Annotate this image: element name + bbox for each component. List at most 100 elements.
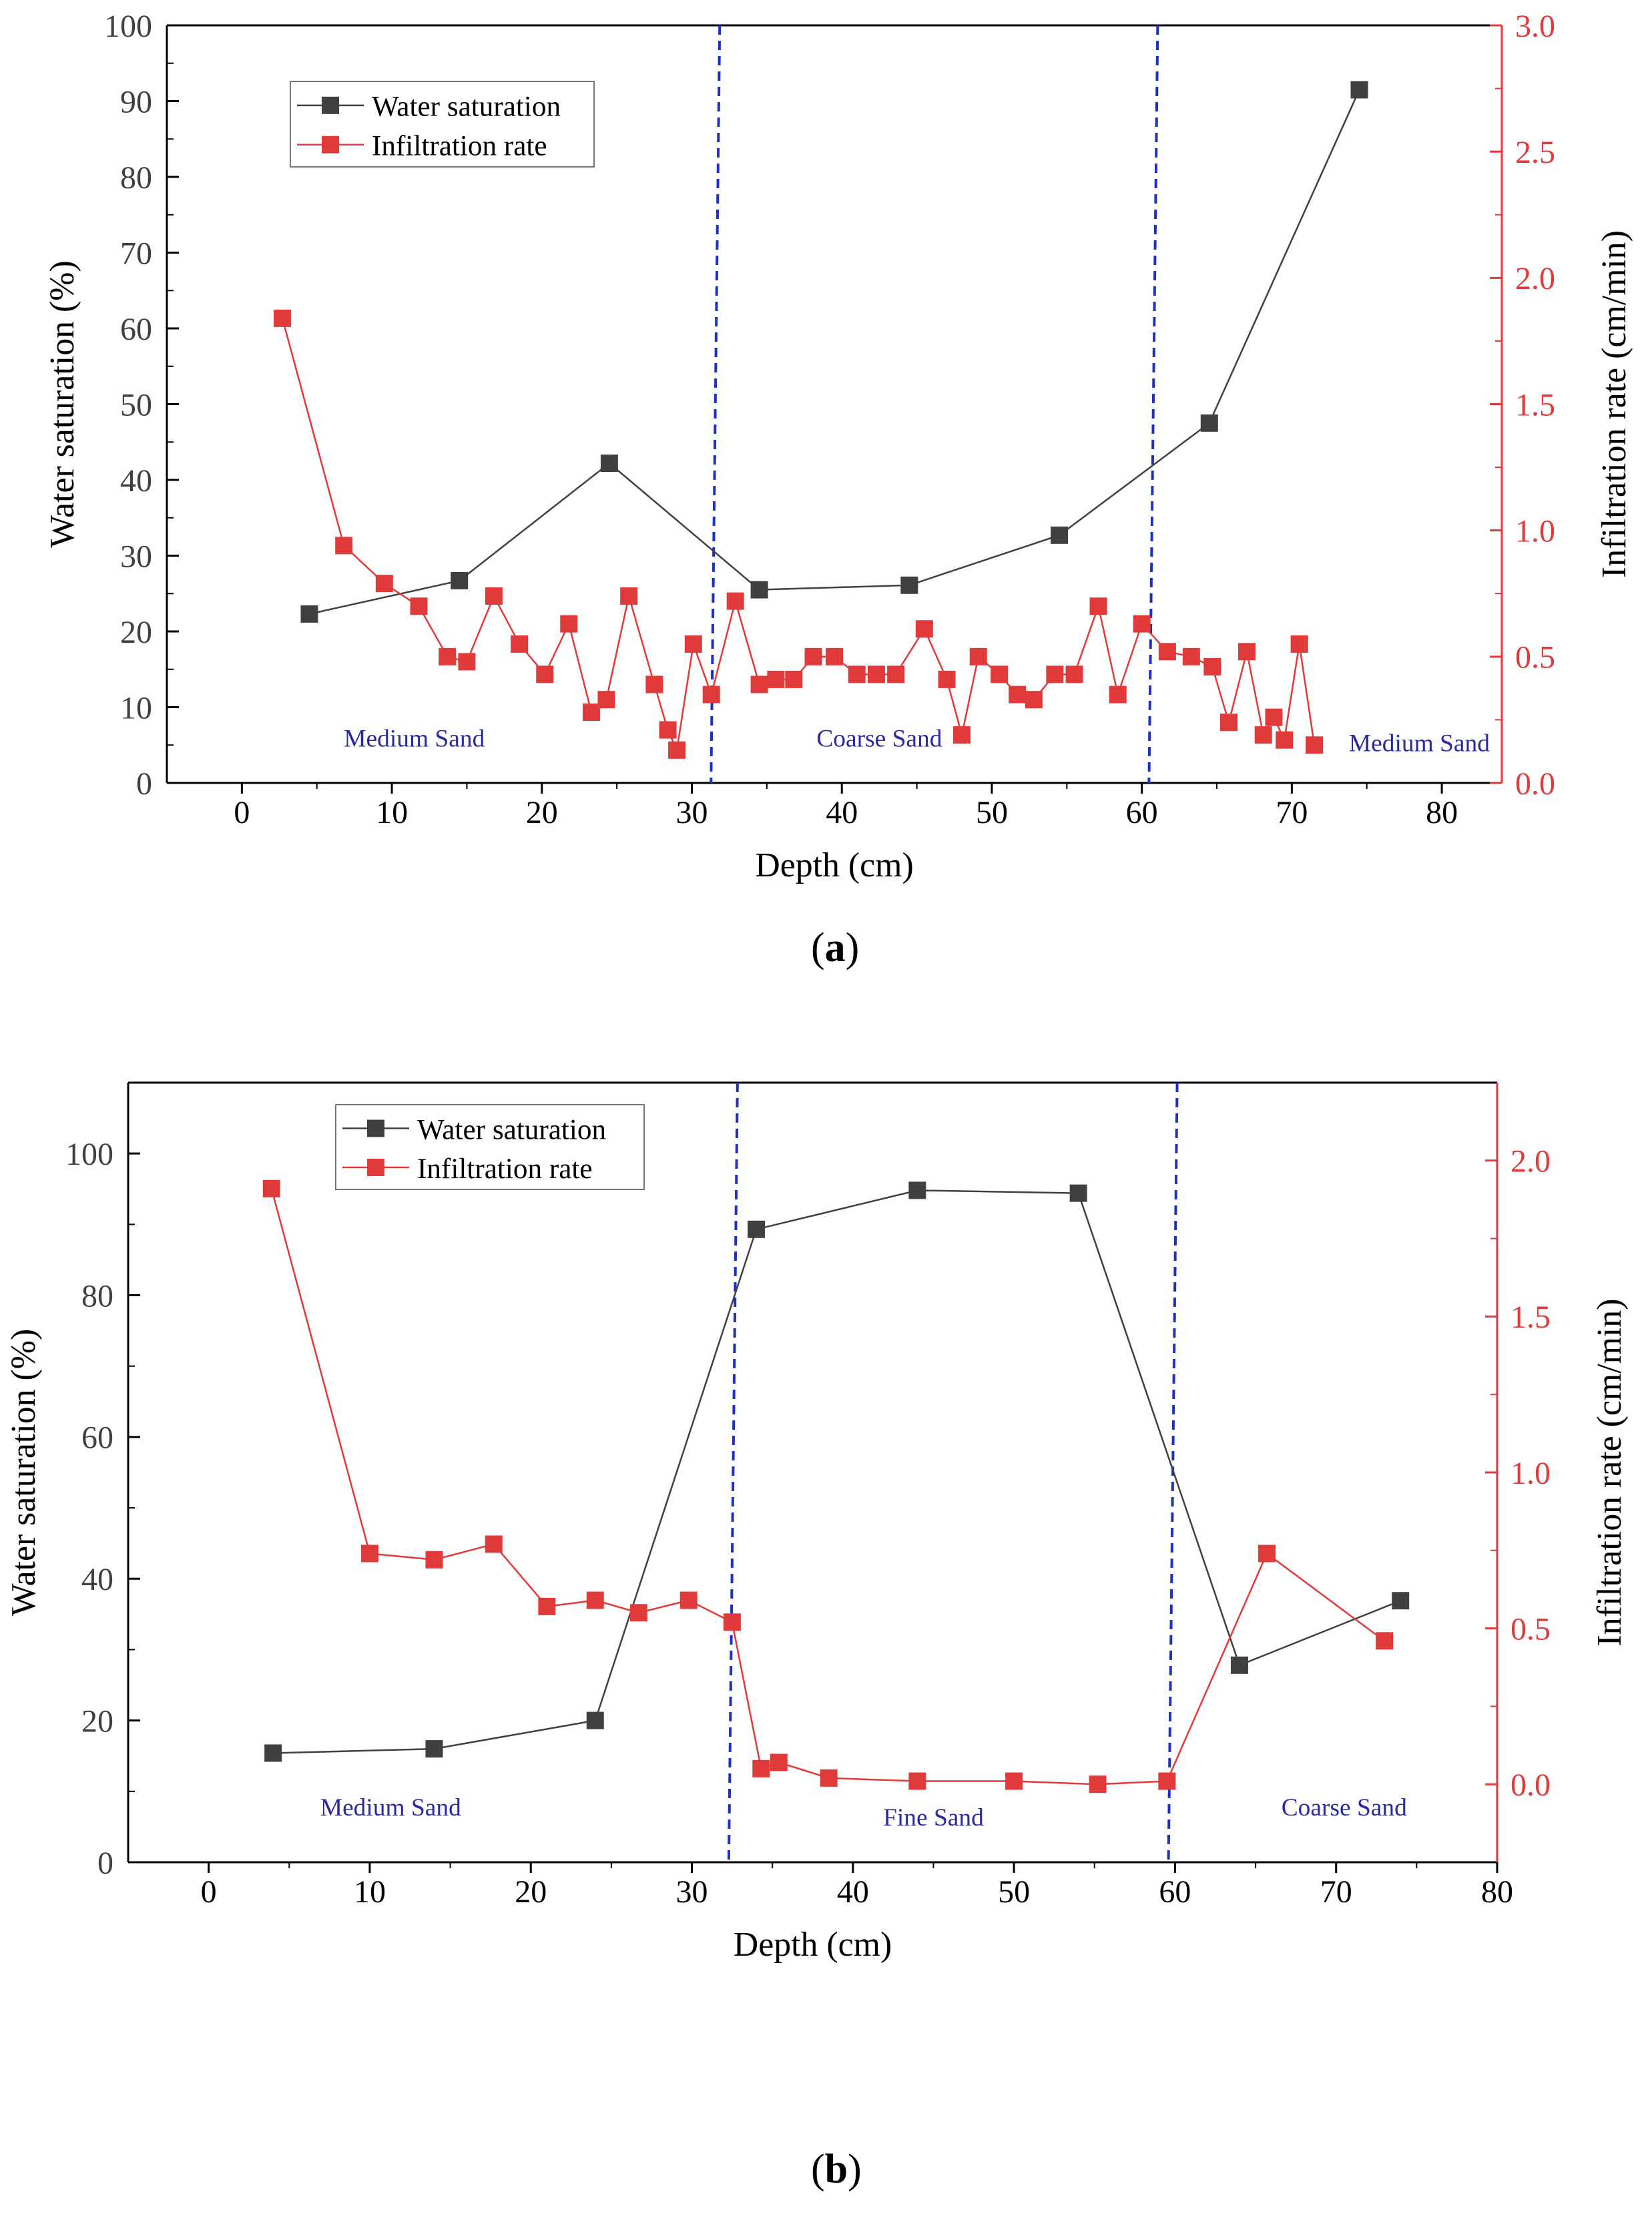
a-x-tick-label: 10	[376, 795, 408, 830]
a-x-tick-label: 60	[1126, 795, 1158, 830]
a-infiltration-rate-point	[785, 670, 803, 688]
a-infiltration-rate-point	[848, 665, 866, 683]
a-legend-infiltration-rate-marker	[322, 135, 339, 154]
b-infiltration-rate-point	[1089, 1775, 1107, 1793]
a-infiltration-rate-point	[1109, 685, 1127, 704]
a-infiltration-rate-point	[915, 620, 933, 638]
b-infiltration-rate-point	[820, 1769, 838, 1787]
a-infiltration-rate-point	[1046, 665, 1064, 683]
a-infiltration-rate-point	[597, 691, 615, 709]
chart-b: 0 10 20 30 40 50 60 70 80 0 20 40 60 80 100 0.0 0.5 1.0 1.…	[5, 1081, 1629, 1964]
panel-label-b-letter: b	[824, 2147, 848, 2192]
a-y-tick-label: 40	[120, 463, 152, 499]
b-water-saturation-point	[586, 1711, 604, 1729]
b-water-saturation-point	[908, 1181, 926, 1199]
a-infiltration-rate-point	[560, 615, 578, 633]
a-water-saturation-point	[1051, 526, 1069, 544]
a-x-tick-label: 20	[526, 795, 558, 830]
a-infiltration-rate-point	[620, 587, 638, 605]
a-infiltration-rate-point	[826, 647, 843, 665]
b-y2-tick-label: 0.5	[1510, 1611, 1551, 1647]
a-water-saturation-point	[300, 605, 318, 623]
a-water-saturation-point	[451, 571, 469, 589]
panel-label-a: (a)	[811, 925, 860, 971]
b-infiltration-rate-point	[586, 1591, 604, 1609]
a-infiltration-rate-point	[1254, 726, 1272, 744]
a-infiltration-rate-point	[375, 575, 393, 593]
a-infiltration-rate-point	[485, 587, 503, 605]
a-infiltration-rate-point	[511, 635, 529, 653]
b-y2-tick-label: 0.0	[1510, 1767, 1551, 1803]
a-infiltration-rate-point	[1265, 708, 1283, 726]
b-x-axis-title: Depth (cm)	[734, 1926, 892, 1964]
a-y2-tick-label: 1.0	[1515, 513, 1555, 549]
b-x-tick-label: 0	[201, 1874, 217, 1910]
b-water-saturation-point	[1069, 1184, 1087, 1202]
b-zone-label: Fine Sand	[883, 1804, 984, 1832]
a-y-tick-label: 20	[120, 615, 152, 650]
a-y2-tick-label: 2.5	[1515, 135, 1555, 170]
b-infiltration-rate-point	[629, 1604, 647, 1622]
a-x-tick-label: 80	[1426, 795, 1458, 830]
a-water-saturation-line	[309, 89, 1360, 615]
b-infiltration-rate-point	[752, 1759, 770, 1777]
b-infiltration-rate-point	[425, 1551, 443, 1569]
b-x-tick-label: 70	[1320, 1874, 1352, 1910]
a-legend-water-saturation-marker	[322, 96, 339, 114]
b-y2-tick-label: 2.0	[1510, 1144, 1551, 1179]
b-y-axis-title: Water saturation (%)	[5, 1329, 43, 1616]
a-infiltration-rate-point	[274, 309, 292, 327]
b-infiltration-rate-point	[1376, 1632, 1394, 1650]
b-x-tick-label: 40	[837, 1874, 869, 1910]
a-y-tick-label: 70	[120, 236, 152, 271]
a-y2-tick-label: 3.0	[1515, 9, 1555, 44]
b-layer-boundary	[727, 1082, 739, 1863]
a-x-axis-title: Depth (cm)	[755, 846, 913, 884]
b-infiltration-rate-line	[270, 1188, 1385, 1785]
b-infiltration-rate-point	[908, 1772, 926, 1790]
a-y-tick-label: 100	[104, 9, 152, 44]
b-zone-label: Coarse Sand	[1282, 1794, 1407, 1822]
b-x-tick-label: 60	[1159, 1874, 1191, 1910]
a-infiltration-rate-point	[887, 665, 905, 683]
b-y-tick-label: 60	[81, 1420, 113, 1456]
b-legend-box	[335, 1104, 645, 1190]
a-y-tick-label: 80	[120, 160, 152, 196]
a-water-saturation-point	[1350, 81, 1368, 99]
a-infiltration-rate-point	[1182, 647, 1200, 665]
a-layer-boundary	[1147, 25, 1159, 784]
b-legend-water-saturation-label: Water saturation	[417, 1114, 606, 1145]
a-x-tick-label: 0	[234, 795, 250, 830]
a-infiltration-rate-point	[439, 647, 457, 665]
a-x-tick-label: 70	[1276, 795, 1308, 830]
a-infiltration-rate-point	[536, 665, 554, 683]
a-legend-box	[290, 81, 595, 168]
b-y2-axis-title: Infiltration rate (cm/min)	[1591, 1299, 1629, 1647]
b-y-tick-label: 80	[81, 1278, 113, 1314]
b-infiltration-rate-point	[770, 1753, 788, 1771]
a-infiltration-rate-point	[645, 675, 663, 694]
a-y2-tick-label: 0.0	[1515, 766, 1555, 802]
chart-a: 0 10 20 30 40 50 60 70 80 0 10 20 30 40 50 60 70 80 90 100 0…	[43, 9, 1633, 884]
b-infiltration-rate-point	[679, 1591, 698, 1609]
a-infiltration-rate-point	[668, 741, 686, 759]
b-infiltration-rate-point	[262, 1179, 280, 1197]
b-x-tick-label: 30	[676, 1874, 708, 1910]
b-water-saturation-point	[748, 1220, 766, 1238]
b-infiltration-rate-point	[360, 1545, 378, 1563]
a-zone-label: Medium Sand	[1349, 730, 1490, 757]
b-legend-water-saturation-marker	[367, 1119, 384, 1137]
a-infiltration-rate-point	[684, 635, 702, 653]
a-water-saturation-point	[600, 455, 618, 473]
a-infiltration-rate-point	[1237, 643, 1256, 661]
a-infiltration-rate-point	[1276, 731, 1294, 749]
a-infiltration-rate-point	[867, 665, 885, 683]
a-infiltration-rate-point	[1025, 691, 1043, 709]
b-water-saturation-point	[264, 1744, 282, 1762]
b-infiltration-rate-point	[1158, 1772, 1176, 1790]
a-water-saturation-point	[900, 576, 918, 594]
panel-label-a-letter: a	[824, 925, 846, 971]
a-x-tick-label: 30	[676, 795, 708, 830]
b-x-tick-label: 80	[1481, 1874, 1513, 1910]
a-y2-axis-title: Infiltration rate (cm/min)	[1595, 230, 1633, 578]
